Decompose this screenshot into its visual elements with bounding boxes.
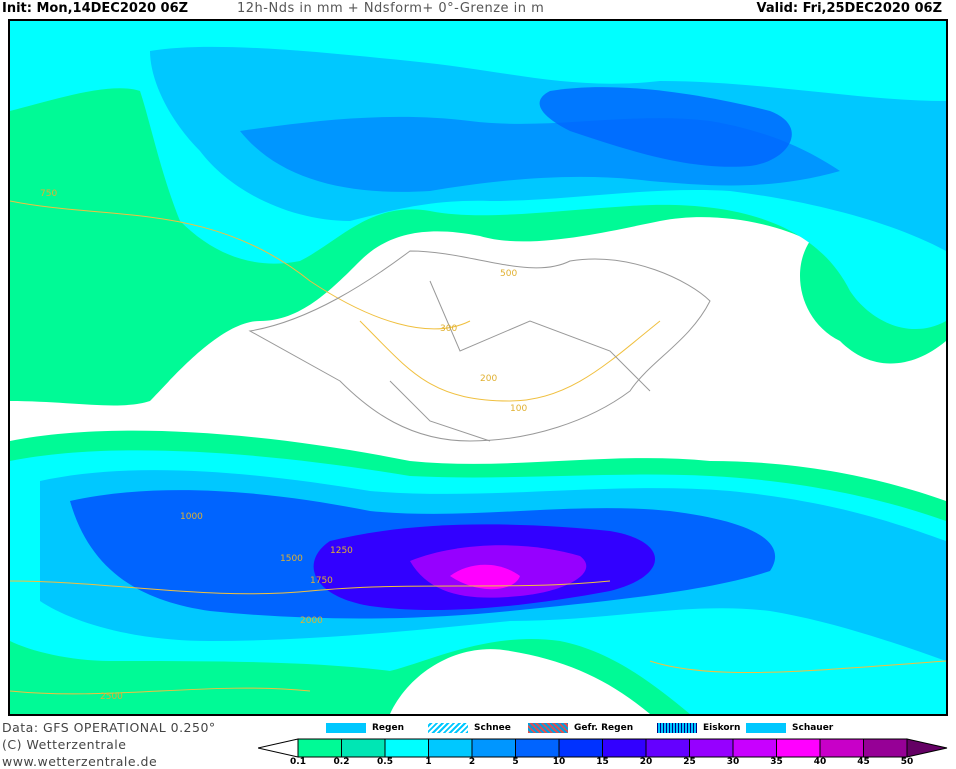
valid-time: Valid: Fri,25DEC2020 06Z — [756, 1, 942, 16]
scale-bin — [732, 738, 777, 758]
scale-tick: 15 — [596, 757, 609, 767]
scale-bin — [428, 738, 473, 758]
color-scale — [258, 738, 948, 758]
svg-text:2500: 2500 — [100, 692, 123, 702]
svg-text:1500: 1500 — [280, 554, 303, 564]
svg-text:100: 100 — [510, 404, 527, 414]
scale-tick: 2 — [468, 757, 476, 767]
scale-tick: 1 — [425, 757, 432, 767]
svg-text:500: 500 — [500, 269, 517, 279]
scale-bin — [515, 738, 560, 758]
scale-tick: 5 — [512, 757, 519, 767]
shower-swatch — [746, 723, 786, 733]
copyright: (C) Wetterzentrale — [2, 737, 127, 752]
legend-schnee: Schnee — [428, 723, 511, 733]
scale-bin — [602, 738, 647, 758]
scale-tick: 45 — [857, 757, 870, 767]
scale-tick: 0.2 — [333, 757, 350, 767]
legend-regen: Regen — [326, 723, 404, 733]
scale-bin — [471, 738, 516, 758]
init-time: Init: Mon,14DEC2020 06Z — [2, 1, 189, 16]
precip-south — [10, 430, 946, 714]
map-title: 12h-Nds in mm + Ndsform+ 0°-Grenze in m — [237, 1, 545, 16]
scale-bin — [384, 738, 429, 758]
scale-bin — [645, 738, 690, 758]
scale-bin — [863, 738, 908, 758]
scale-bin — [776, 738, 821, 758]
scale-under-arrow — [258, 738, 299, 758]
precipitation-map: 750 500 300 200 100 1000 1250 1500 1750 … — [8, 19, 948, 716]
svg-text:300: 300 — [440, 324, 457, 334]
legend-eiskorn: Eiskorn — [657, 723, 740, 733]
legend-gefr-regen: Gefr. Regen — [528, 723, 633, 733]
scale-tick: 30 — [726, 757, 740, 767]
scale-tick: 0.1 — [290, 757, 306, 767]
scale-bin — [297, 738, 342, 758]
snow-swatch — [428, 723, 468, 733]
legend-schauer: Schauer — [746, 723, 833, 733]
scale-tick: 25 — [683, 757, 696, 767]
scale-tick: 35 — [770, 757, 783, 767]
borders — [248, 250, 711, 442]
data-source: Data: GFS OPERATIONAL 0.250° — [2, 720, 216, 735]
scale-tick: 50 — [900, 757, 914, 767]
svg-text:1250: 1250 — [330, 546, 353, 556]
contour-labels: 750 500 300 200 100 1000 1250 1500 1750 … — [40, 189, 527, 702]
scale-bin — [819, 738, 864, 758]
freezing-rain-swatch — [528, 723, 568, 733]
scale-tick: 0.5 — [377, 757, 393, 767]
scale-bin — [558, 738, 603, 758]
svg-text:1750: 1750 — [310, 576, 333, 586]
svg-text:750: 750 — [40, 189, 57, 199]
website: www.wetterzentrale.de — [2, 754, 158, 769]
svg-text:2000: 2000 — [300, 616, 323, 626]
scale-over-arrow — [906, 738, 948, 758]
scale-tick: 20 — [639, 757, 653, 767]
precip-north — [10, 21, 946, 406]
scale-bin — [341, 738, 386, 758]
scale-tick: 40 — [813, 757, 827, 767]
svg-text:200: 200 — [480, 374, 497, 384]
scale-tick: 10 — [552, 757, 566, 767]
scale-bin — [689, 738, 734, 758]
svg-text:1000: 1000 — [180, 512, 203, 522]
ice-pellet-swatch — [657, 723, 697, 733]
rain-swatch — [326, 723, 366, 733]
